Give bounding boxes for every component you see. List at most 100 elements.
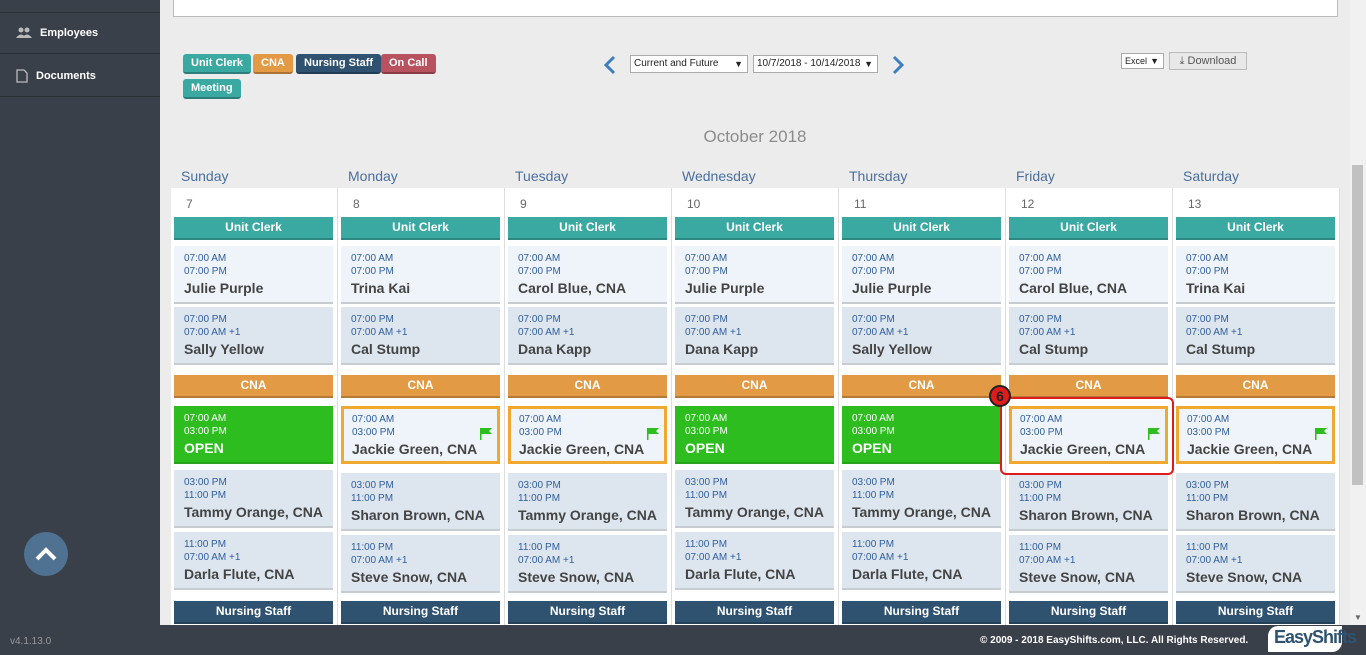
next-week-button[interactable] <box>889 55 907 75</box>
day-name: Saturday <box>1183 168 1240 184</box>
shift-card[interactable]: 07:00 AM 07:00 PM Julie Purple <box>174 246 333 304</box>
sidebar-item-documents[interactable]: Documents <box>0 55 160 97</box>
shift-card[interactable]: 07:00 AM 03:00 PM OPEN <box>174 406 333 464</box>
legend-nursing-staff[interactable]: Nursing Staff <box>296 54 382 74</box>
shift-start: 03:00 PM <box>518 480 561 491</box>
day-number: 12 <box>1021 197 1035 211</box>
shift-card[interactable]: 07:00 AM 07:00 PM Julie Purple <box>675 246 834 304</box>
footer: v4.1.13.0 © 2009 - 2018 EasyShifts.com, … <box>0 625 1366 655</box>
flag-icon <box>479 427 493 445</box>
cna-header: CNA <box>1009 375 1168 398</box>
caret-down-icon: ▼ <box>1150 56 1159 66</box>
shift-employee: Sharon Brown, CNA <box>1186 507 1320 523</box>
week-select[interactable]: 10/7/2018 - 10/14/2018 ▼ <box>753 55 878 73</box>
shift-card[interactable]: 03:00 PM 11:00 PM Tammy Orange, CNA <box>508 473 667 531</box>
date-range-select[interactable]: Current and Future ▼ <box>630 55 748 73</box>
shift-employee: Sharon Brown, CNA <box>351 507 485 523</box>
day-name: Thursday <box>849 168 908 184</box>
scrollbar-thumb[interactable] <box>1352 165 1363 485</box>
shift-card[interactable]: 07:00 PM 07:00 AM +1 Cal Stump <box>341 307 500 365</box>
chevron-left-icon <box>603 55 616 75</box>
nursing-staff-header: Nursing Staff <box>675 601 834 624</box>
shift-card[interactable]: 07:00 AM 03:00 PM Jackie Green, CNA <box>508 406 667 464</box>
shift-card[interactable]: 07:00 PM 07:00 AM +1 Dana Kapp <box>508 307 667 365</box>
unit-clerk-header: Unit Clerk <box>1009 217 1168 240</box>
shift-card[interactable]: 07:00 AM 07:00 PM Carol Blue, CNA <box>1009 246 1168 304</box>
shift-card[interactable]: 07:00 AM 03:00 PM Jackie Green, CNA <box>341 406 500 464</box>
scrollbar[interactable]: ▼ <box>1350 0 1366 625</box>
shift-card[interactable]: 03:00 PM 11:00 PM Sharon Brown, CNA <box>1176 473 1335 531</box>
cna-header: CNA <box>1176 375 1335 398</box>
shift-card[interactable]: 11:00 PM 07:00 AM +1 Steve Snow, CNA <box>1176 535 1335 593</box>
shift-start: 07:00 AM <box>352 414 395 425</box>
shift-end: 07:00 PM <box>852 266 895 277</box>
shift-card[interactable]: 07:00 AM 03:00 PM Jackie Green, CNA <box>1009 406 1168 464</box>
legend-meeting[interactable]: Meeting <box>183 79 241 99</box>
shift-card[interactable]: 11:00 PM 07:00 AM +1 Steve Snow, CNA <box>508 535 667 593</box>
scroll-to-top-button[interactable] <box>24 532 68 576</box>
shift-card[interactable]: 03:00 PM 11:00 PM Sharon Brown, CNA <box>1009 473 1168 531</box>
shift-end: 07:00 PM <box>184 266 227 277</box>
shift-end: 03:00 PM <box>184 426 227 437</box>
shift-card[interactable]: 11:00 PM 07:00 AM +1 Steve Snow, CNA <box>1009 535 1168 593</box>
shift-start: 07:00 AM <box>518 253 561 264</box>
shift-employee: Cal Stump <box>1019 341 1089 357</box>
shift-end: 07:00 AM +1 <box>1019 327 1076 338</box>
legend-cna[interactable]: CNA <box>253 54 293 74</box>
shift-card[interactable]: 07:00 PM 07:00 AM +1 Sally Yellow <box>842 307 1001 365</box>
shift-start: 07:00 PM <box>685 314 728 325</box>
day-column: 10 Unit Clerk 07:00 AM 07:00 PM Julie Purple… <box>672 188 839 625</box>
day-column: 9 Unit Clerk 07:00 AM 07:00 PM Carol Blue, C… <box>505 188 672 625</box>
day-column: 11 Unit Clerk 07:00 AM 07:00 PM Julie Purple… <box>839 188 1006 625</box>
shift-card[interactable]: 07:00 AM 03:00 PM OPEN <box>842 406 1001 464</box>
shift-employee: Trina Kai <box>351 280 411 296</box>
version-label: v4.1.13.0 <box>10 636 52 647</box>
shift-card[interactable]: 07:00 PM 07:00 AM +1 Sally Yellow <box>174 307 333 365</box>
shift-card[interactable]: 07:00 PM 07:00 AM +1 Cal Stump <box>1176 307 1335 365</box>
prev-week-button[interactable] <box>601 55 619 75</box>
shift-employee: Carol Blue, CNA <box>518 280 627 296</box>
shift-card[interactable]: 07:00 AM 07:00 PM Trina Kai <box>341 246 500 304</box>
day-column: 13 Unit Clerk 07:00 AM 07:00 PM Trina Kai 07:… <box>1173 188 1340 625</box>
date-range-value: Current and Future <box>634 58 719 69</box>
shift-card[interactable]: 07:00 AM 03:00 PM OPEN <box>675 406 834 464</box>
shift-employee: Sally Yellow <box>184 341 264 357</box>
users-icon <box>16 27 32 38</box>
main-content: Unit Clerk CNA Nursing Staff On Call Mee… <box>160 0 1350 625</box>
shift-card[interactable]: 07:00 PM 07:00 AM +1 Cal Stump <box>1009 307 1168 365</box>
shift-card[interactable]: 07:00 PM 07:00 AM +1 Dana Kapp <box>675 307 834 365</box>
shift-end: 11:00 PM <box>518 493 561 504</box>
shift-employee: Jackie Green, CNA <box>1187 441 1313 457</box>
shift-end: 03:00 PM <box>685 426 728 437</box>
shift-card[interactable]: 07:00 AM 07:00 PM Carol Blue, CNA <box>508 246 667 304</box>
shift-card[interactable]: 03:00 PM 11:00 PM Tammy Orange, CNA <box>842 470 1001 528</box>
sidebar-item-employees[interactable]: Employees <box>0 12 160 54</box>
shift-card[interactable]: 07:00 AM 07:00 PM Julie Purple <box>842 246 1001 304</box>
shift-end: 07:00 AM +1 <box>184 327 241 338</box>
shift-start: 07:00 PM <box>184 314 227 325</box>
shift-card[interactable]: 11:00 PM 07:00 AM +1 Darla Flute, CNA <box>675 532 834 590</box>
shift-card[interactable]: 11:00 PM 07:00 AM +1 Darla Flute, CNA <box>842 532 1001 590</box>
shift-card[interactable]: 11:00 PM 07:00 AM +1 Darla Flute, CNA <box>174 532 333 590</box>
shift-card[interactable]: 07:00 AM 07:00 PM Trina Kai <box>1176 246 1335 304</box>
shift-employee: Julie Purple <box>184 280 264 296</box>
shift-end: 03:00 PM <box>519 427 562 438</box>
shift-end: 07:00 PM <box>351 266 394 277</box>
shift-employee: Julie Purple <box>852 280 932 296</box>
download-button[interactable]: ⤓ Download <box>1169 52 1247 70</box>
export-format-select[interactable]: Excel ▼ <box>1121 53 1164 69</box>
legend-on-call[interactable]: On Call <box>381 54 436 74</box>
shift-card[interactable]: 11:00 PM 07:00 AM +1 Steve Snow, CNA <box>341 535 500 593</box>
shift-employee: OPEN <box>184 440 224 456</box>
scroll-down-icon[interactable]: ▼ <box>1354 613 1362 622</box>
shift-employee: Carol Blue, CNA <box>1019 280 1128 296</box>
shift-employee: Darla Flute, CNA <box>685 566 796 582</box>
legend-unit-clerk[interactable]: Unit Clerk <box>183 54 251 74</box>
sidebar-item-label: Documents <box>36 69 96 82</box>
shift-card[interactable]: 03:00 PM 11:00 PM Sharon Brown, CNA <box>341 473 500 531</box>
shift-card[interactable]: 03:00 PM 11:00 PM Tammy Orange, CNA <box>675 470 834 528</box>
copyright-text: © 2009 - 2018 EasyShifts.com, LLC. All R… <box>980 635 1249 646</box>
shift-card[interactable]: 03:00 PM 11:00 PM Tammy Orange, CNA <box>174 470 333 528</box>
cna-header: CNA <box>508 375 667 398</box>
shift-card[interactable]: 07:00 AM 03:00 PM Jackie Green, CNA <box>1176 406 1335 464</box>
